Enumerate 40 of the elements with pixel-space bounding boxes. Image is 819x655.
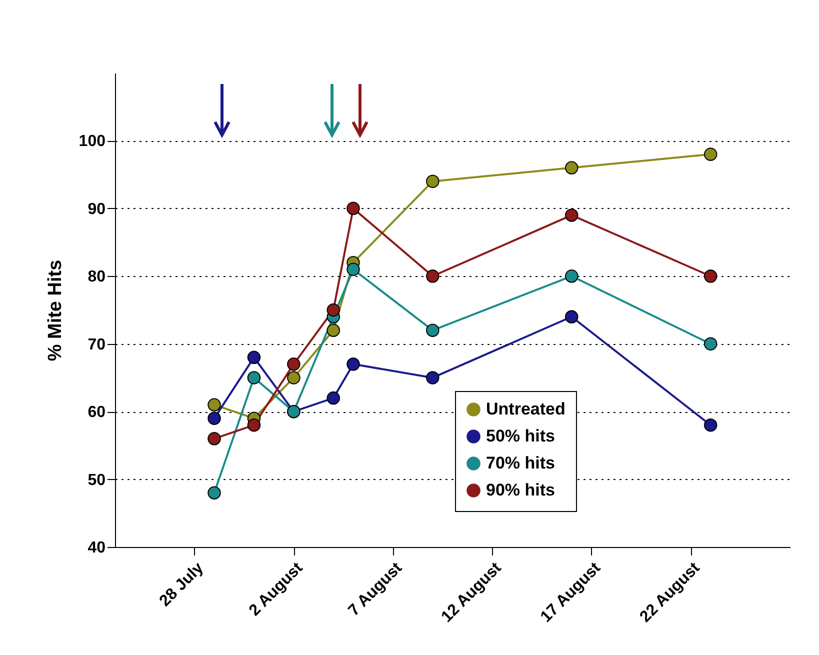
point (704, 418, 718, 432)
point (704, 337, 718, 350)
point (247, 350, 261, 364)
point (326, 303, 340, 317)
legend-label: 70% hits (486, 454, 555, 472)
y-tick-label: 60 (88, 404, 106, 422)
point (208, 486, 221, 500)
point (564, 310, 578, 324)
point (247, 418, 261, 432)
point (704, 270, 718, 283)
point (704, 148, 718, 161)
point (426, 324, 440, 337)
y-tick-label: 100 (78, 133, 106, 150)
point (287, 358, 300, 371)
point (208, 398, 221, 412)
point (247, 371, 261, 384)
point (426, 371, 440, 384)
point (426, 270, 440, 283)
legend-label: 90% hits (486, 480, 555, 500)
point (326, 324, 340, 337)
point (346, 262, 360, 276)
legend-label: 50% hits (486, 426, 555, 446)
point (346, 358, 360, 371)
point (346, 202, 360, 216)
legend-label: Untreated (486, 400, 566, 418)
y-tick-label: 40 (88, 540, 106, 556)
point (564, 270, 578, 283)
point (564, 208, 578, 222)
y-axis-title: % Mite Hits (44, 260, 66, 362)
point (326, 391, 340, 405)
point (564, 161, 578, 174)
point (208, 412, 221, 425)
y-tick-label: 70 (88, 336, 106, 354)
y-tick-label: 80 (88, 268, 106, 286)
x-tick-label: 28 July (156, 559, 207, 610)
y-tick-label: 90 (88, 200, 106, 218)
point (208, 432, 221, 446)
point (426, 174, 440, 188)
point (287, 371, 300, 384)
y-tick-label: 50 (88, 472, 106, 489)
